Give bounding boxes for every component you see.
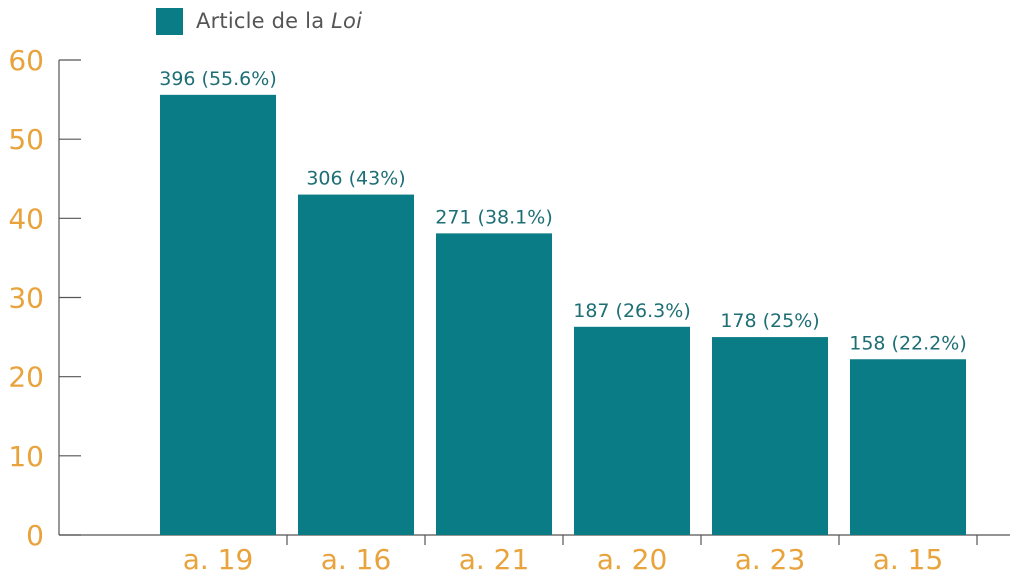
x-tick-label: a. 23 [735,543,806,576]
y-tick-label: 60 [8,44,44,77]
legend-label-plain: Article de la [196,9,332,33]
data-label: 306 (43%) [306,168,405,190]
bar [160,94,276,535]
legend-label-italic: Loi [331,9,363,33]
y-tick-label: 40 [8,202,44,235]
x-tick-label: a. 19 [183,543,254,576]
bar [574,326,690,535]
x-tick-label: a. 15 [873,543,944,576]
x-tick-label: a. 20 [597,543,668,576]
y-tick-label: 30 [8,282,44,315]
data-label: 187 (26.3%) [573,300,691,322]
y-tick-label: 50 [8,123,44,156]
y-tick-label: 10 [8,440,44,473]
data-label: 396 (55.6%) [159,68,277,90]
bar [298,194,414,536]
x-tick-label: a. 16 [321,543,392,576]
data-label: 158 (22.2%) [849,332,967,354]
bar [850,359,966,535]
bar [436,233,552,535]
bar [712,337,828,535]
legend: Article de la Loi [156,7,362,35]
legend-label: Article de la Loi [196,9,362,33]
data-label: 178 (25%) [720,310,819,332]
x-tick-label: a. 21 [459,543,530,576]
data-label: 271 (38.1%) [435,206,553,228]
legend-swatch [156,7,183,35]
y-tick-label: 20 [8,361,44,394]
y-tick-label: 0 [26,519,44,552]
